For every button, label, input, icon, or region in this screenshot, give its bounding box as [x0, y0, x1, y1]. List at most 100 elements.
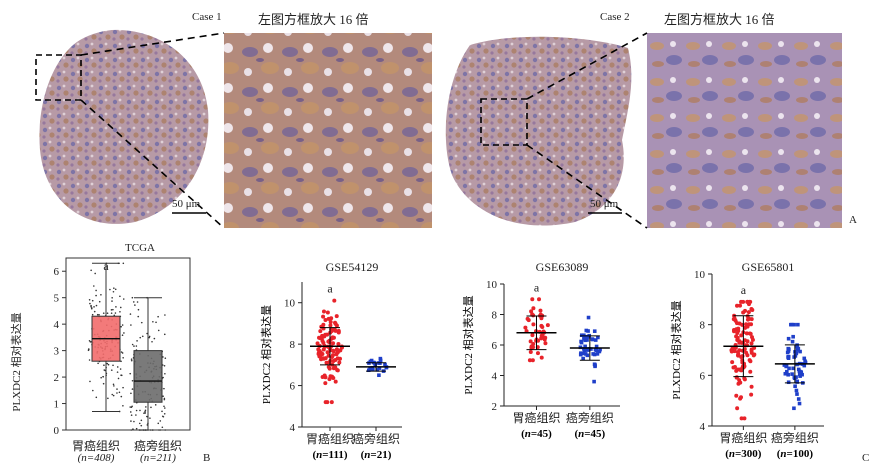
tcga-data-point	[130, 359, 133, 362]
gse-tumor-point	[320, 374, 325, 379]
gse-tumor-point	[530, 333, 535, 338]
tcga-data-point	[144, 410, 146, 413]
gse-group-label: 胃癌组织	[306, 431, 354, 446]
gse-ytick-label: 6	[492, 340, 498, 352]
tcga-data-point	[112, 290, 115, 293]
tcga-data-point	[112, 364, 114, 367]
gse-normal-point	[800, 372, 804, 377]
gse-normal-point	[371, 367, 375, 372]
tcga-data-point	[103, 364, 105, 366]
gse-tumor-point	[739, 299, 744, 304]
gse-tumor-point	[337, 360, 342, 365]
gse-tumor-point	[745, 317, 750, 322]
gse-tumor-point	[523, 325, 528, 330]
tcga-box	[133, 350, 163, 403]
tcga-ytick-label: 6	[54, 266, 60, 278]
tcga-data-point	[117, 377, 120, 380]
tcga-data-point	[153, 337, 156, 340]
gse-normal-point	[375, 368, 380, 372]
gse-ylabel: PLXDC2 相对表达量	[669, 300, 683, 399]
gse-normal-point	[581, 351, 586, 356]
gse-normal-point	[791, 366, 795, 371]
gse-normal-point	[798, 370, 803, 374]
gse-tumor-point	[330, 374, 335, 379]
tcga-data-point	[100, 293, 102, 296]
gse-tumor-point	[327, 338, 332, 343]
gse-ytick-label: 8	[290, 339, 296, 351]
gse-tumor-point	[739, 416, 744, 421]
gse-normal-point	[785, 350, 790, 355]
tcga-data-point	[110, 309, 113, 311]
case1-scalebar-label: 50 μm	[172, 198, 201, 210]
gse-tumor-point	[333, 379, 338, 384]
gse-tumor-point	[736, 352, 741, 357]
tcga-data-point	[94, 272, 96, 275]
case1-zoom-connector-bottom	[80, 99, 225, 229]
gse-normal-point	[783, 371, 788, 376]
gse-tumor-point	[749, 392, 754, 397]
tcga-data-point	[116, 388, 118, 390]
gse-tumor-point	[527, 358, 532, 363]
tcga-data-point	[135, 345, 138, 347]
gse-tumor-point	[325, 310, 330, 315]
tcga-data-point	[129, 372, 132, 375]
tcga-data-point	[123, 332, 125, 334]
tcga-data-point	[119, 306, 122, 309]
gse-normal-point	[796, 346, 801, 351]
tcga-data-point	[95, 289, 97, 292]
tcga-data-point	[98, 300, 101, 303]
gse-tumor-point	[738, 303, 743, 308]
gse-tumor-point	[537, 297, 542, 302]
gse-tumor-point	[323, 381, 328, 386]
tcga-data-point	[119, 368, 122, 370]
gse-tumor-point	[736, 326, 741, 331]
gse-tumor-point	[336, 342, 341, 347]
tcga-data-point	[95, 304, 98, 307]
tcga-data-point	[164, 429, 167, 431]
gse-group-label: 癌旁组织	[771, 430, 819, 445]
gse-ytick-label: 4	[290, 422, 296, 434]
tcga-data-point	[120, 325, 122, 328]
tcga-data-point	[134, 304, 136, 306]
gse-normal-point	[383, 362, 387, 367]
gse-tumor-point	[539, 336, 544, 341]
gse-sig-mark: a	[534, 280, 540, 294]
gse-tumor-point	[536, 338, 541, 343]
gse-normal-point	[797, 372, 802, 377]
gse-normal-point	[377, 373, 381, 378]
gse-tumor-point	[321, 309, 326, 314]
gse-tumor-point	[319, 356, 324, 361]
gse-chart-title: GSE63089	[536, 260, 589, 274]
gse-tumor-point	[530, 297, 535, 302]
gse-tumor-point	[326, 316, 331, 321]
gse-group-n: (n=45)	[521, 428, 552, 440]
gse-normal-point	[586, 315, 591, 320]
gse-group-n: (n=45)	[574, 428, 605, 440]
gse-normal-point	[590, 337, 595, 342]
tcga-data-point	[164, 314, 166, 316]
tcga-group2-n: (n=211)	[140, 452, 176, 464]
gse-tumor-point	[324, 360, 329, 365]
tcga-data-point	[100, 376, 102, 379]
gse-tumor-point	[530, 312, 535, 317]
gse-normal-point	[794, 351, 799, 356]
gse-normal-point	[787, 347, 791, 352]
gse-group-n: (n=111)	[312, 449, 347, 461]
case2-selection-box	[480, 98, 528, 146]
tcga-data-point	[121, 324, 124, 326]
tcga-data-point	[157, 315, 159, 318]
tcga-data-point	[92, 389, 94, 392]
gse-normal-point	[786, 380, 791, 385]
tcga-group1-label: 胃癌组织	[71, 439, 120, 453]
gse-group-label: 胃癌组织	[719, 430, 767, 445]
case2-zoom-image	[647, 33, 842, 228]
tcga-data-point	[148, 336, 151, 339]
gse-tumor-point	[333, 328, 338, 333]
tcga-data-point	[137, 315, 140, 318]
tcga-data-point	[91, 299, 94, 302]
tcga-data-point	[148, 335, 151, 338]
gse-normal-point	[370, 366, 375, 370]
gse-tumor-point	[320, 338, 325, 343]
tcga-data-point	[91, 313, 94, 316]
gse-tumor-point	[734, 375, 739, 380]
